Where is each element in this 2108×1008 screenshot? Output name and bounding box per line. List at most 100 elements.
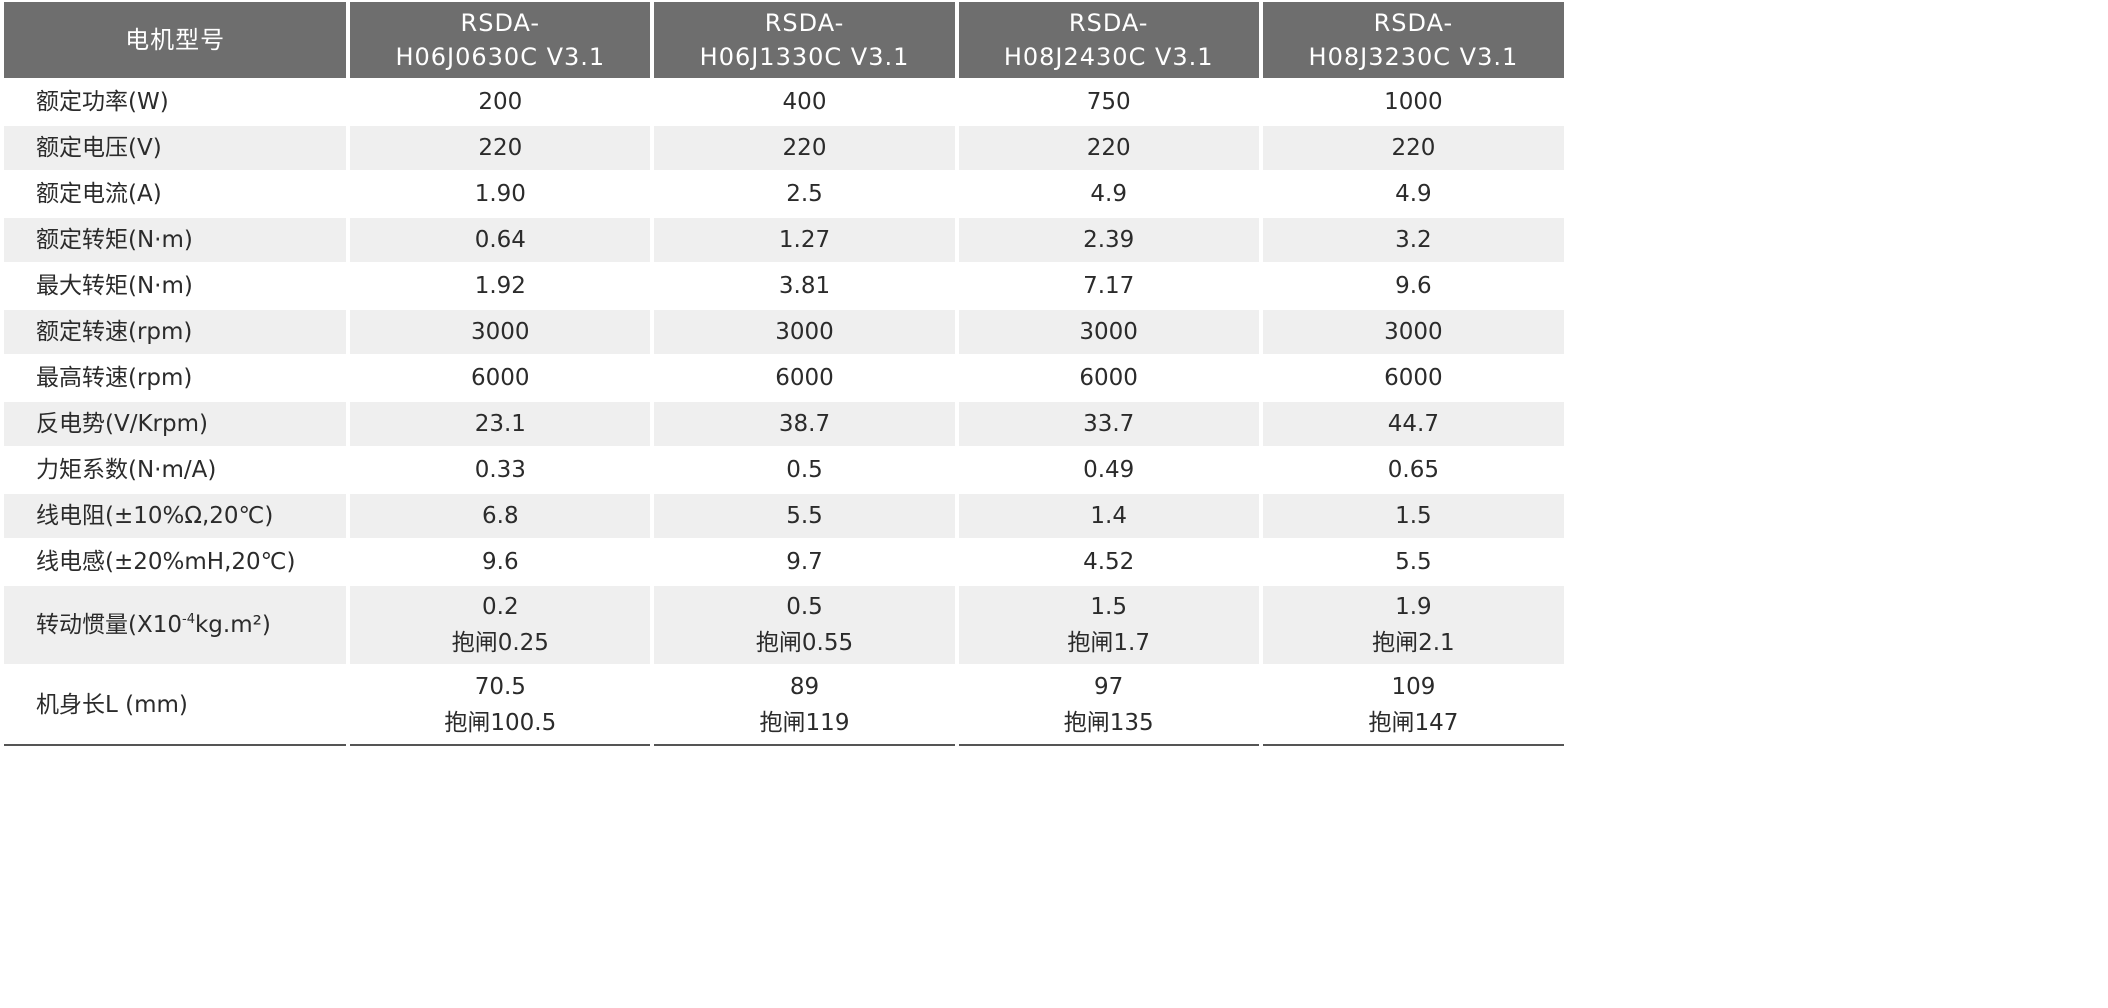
cell-value: 3000 [654, 310, 955, 354]
cell-value: 1.92 [350, 264, 651, 308]
row-label: 力矩系数(N·m/A) [4, 448, 347, 492]
model-header-line2: H08J3230C V3.1 [1308, 43, 1519, 71]
model-header-line1: RSDA- [1373, 9, 1454, 37]
row-label: 最大转矩(N·m) [4, 264, 347, 308]
cell-value: 1.5 抱闸1.7 [958, 586, 1259, 664]
row-label: 额定转矩(N·m) [4, 218, 347, 262]
spec-row-back-emf: 反电势(V/Krpm) 23.1 38.7 33.7 44.7 [4, 402, 1564, 446]
cell-value: 70.5 抱闸100.5 [350, 666, 651, 746]
row-label: 机身长L (mm) [4, 666, 347, 746]
row-label: 转动惯量(X10-4kg.m²) [4, 586, 347, 664]
cell-value-line2: 抱闸1.7 [1067, 630, 1150, 656]
cell-value: 220 [1262, 126, 1564, 170]
cell-value: 23.1 [350, 402, 651, 446]
cell-value: 97 抱闸135 [958, 666, 1259, 746]
cell-value-line1: 1.9 [1395, 594, 1432, 620]
model-header-line1: RSDA- [1068, 9, 1149, 37]
cell-value: 9.7 [654, 540, 955, 584]
cell-value-line2: 抱闸135 [1063, 710, 1154, 736]
model-header-line1: RSDA- [460, 9, 541, 37]
cell-value: 750 [958, 80, 1259, 124]
motor-spec-table: 电机型号 RSDA- H06J0630C V3.1 RSDA- H06J1330… [4, 2, 1564, 746]
cell-value: 89 抱闸119 [654, 666, 955, 746]
cell-value: 38.7 [654, 402, 955, 446]
cell-value: 400 [654, 80, 955, 124]
cell-value: 1.27 [654, 218, 955, 262]
cell-value: 3000 [958, 310, 1259, 354]
spec-row-rated-torque: 额定转矩(N·m) 0.64 1.27 2.39 3.2 [4, 218, 1564, 262]
model-label-header: 电机型号 [4, 2, 347, 78]
cell-value: 7.17 [958, 264, 1259, 308]
cell-value: 3.2 [1262, 218, 1564, 262]
model-header-line1: RSDA- [764, 9, 845, 37]
inertia-label-pre: 转动惯量(X10 [36, 612, 182, 638]
cell-value: 220 [350, 126, 651, 170]
spec-row-rated-power: 额定功率(W) 200 400 750 1000 [4, 80, 1564, 124]
cell-value: 44.7 [1262, 402, 1564, 446]
model-header-line2: H08J2430C V3.1 [1003, 43, 1214, 71]
cell-value: 6.8 [350, 494, 651, 538]
cell-value: 9.6 [1262, 264, 1564, 308]
cell-value: 109 抱闸147 [1262, 666, 1564, 746]
cell-value: 9.6 [350, 540, 651, 584]
spec-row-rotor-inertia: 转动惯量(X10-4kg.m²) 0.2 抱闸0.25 0.5 抱闸0.55 1… [4, 586, 1564, 664]
cell-value: 3000 [1262, 310, 1564, 354]
cell-value: 0.49 [958, 448, 1259, 492]
cell-value: 4.52 [958, 540, 1259, 584]
cell-value: 4.9 [958, 172, 1259, 216]
cell-value: 1.5 [1262, 494, 1564, 538]
model-header-line2: H06J1330C V3.1 [699, 43, 910, 71]
spec-row-rated-current: 额定电流(A) 1.90 2.5 4.9 4.9 [4, 172, 1564, 216]
spec-row-rated-speed: 额定转速(rpm) 3000 3000 3000 3000 [4, 310, 1564, 354]
row-label: 线电阻(±10%Ω,20℃) [4, 494, 347, 538]
cell-value: 2.39 [958, 218, 1259, 262]
cell-value-line2: 抱闸0.55 [755, 630, 854, 656]
row-label: 线电感(±20%mH,20℃) [4, 540, 347, 584]
cell-value-line1: 0.2 [482, 594, 519, 620]
row-label: 额定电压(V) [4, 126, 347, 170]
spec-row-torque-constant: 力矩系数(N·m/A) 0.33 0.5 0.49 0.65 [4, 448, 1564, 492]
model-header-line2: H06J0630C V3.1 [395, 43, 606, 71]
cell-value-line1: 1.5 [1090, 594, 1127, 620]
spec-row-line-inductance: 线电感(±20%mH,20℃) 9.6 9.7 4.52 5.5 [4, 540, 1564, 584]
cell-value-line2: 抱闸100.5 [444, 710, 557, 736]
cell-value: 6000 [654, 356, 955, 400]
cell-value: 4.9 [1262, 172, 1564, 216]
spec-row-body-length: 机身长L (mm) 70.5 抱闸100.5 89 抱闸119 97 抱闸135… [4, 666, 1564, 746]
cell-value-line1: 97 [1094, 674, 1124, 700]
row-label: 额定功率(W) [4, 80, 347, 124]
cell-value: 2.5 [654, 172, 955, 216]
cell-value-line2: 抱闸0.25 [451, 630, 549, 656]
cell-value-line1: 70.5 [474, 674, 526, 700]
row-label: 反电势(V/Krpm) [4, 402, 347, 446]
spec-row-line-resistance: 线电阻(±10%Ω,20℃) 6.8 5.5 1.4 1.5 [4, 494, 1564, 538]
model-header-1: RSDA- H06J0630C V3.1 [350, 2, 651, 78]
row-label: 额定转速(rpm) [4, 310, 347, 354]
cell-value: 1.90 [350, 172, 651, 216]
cell-value: 1.9 抱闸2.1 [1262, 586, 1564, 664]
model-header-4: RSDA- H08J3230C V3.1 [1262, 2, 1564, 78]
cell-value-line2: 抱闸2.1 [1372, 630, 1455, 656]
cell-value: 5.5 [654, 494, 955, 538]
inertia-label-post: kg.m²) [194, 612, 271, 638]
header-row: 电机型号 RSDA- H06J0630C V3.1 RSDA- H06J1330… [4, 2, 1564, 78]
cell-value: 1.4 [958, 494, 1259, 538]
cell-value-line1: 89 [789, 674, 820, 700]
cell-value-line1: 109 [1391, 674, 1436, 700]
cell-value-line2: 抱闸119 [759, 710, 850, 736]
cell-value: 200 [350, 80, 651, 124]
cell-value-line1: 0.5 [786, 594, 823, 620]
spec-row-rated-voltage: 额定电压(V) 220 220 220 220 [4, 126, 1564, 170]
cell-value: 1000 [1262, 80, 1564, 124]
cell-value: 3.81 [654, 264, 955, 308]
cell-value: 6000 [350, 356, 651, 400]
spec-row-max-torque: 最大转矩(N·m) 1.92 3.81 7.17 9.6 [4, 264, 1564, 308]
cell-value: 6000 [958, 356, 1259, 400]
model-header-3: RSDA- H08J2430C V3.1 [958, 2, 1259, 78]
spec-row-max-speed: 最高转速(rpm) 6000 6000 6000 6000 [4, 356, 1564, 400]
cell-value: 0.2 抱闸0.25 [350, 586, 651, 664]
cell-value: 33.7 [958, 402, 1259, 446]
cell-value: 0.33 [350, 448, 651, 492]
cell-value: 6000 [1262, 356, 1564, 400]
cell-value: 0.64 [350, 218, 651, 262]
